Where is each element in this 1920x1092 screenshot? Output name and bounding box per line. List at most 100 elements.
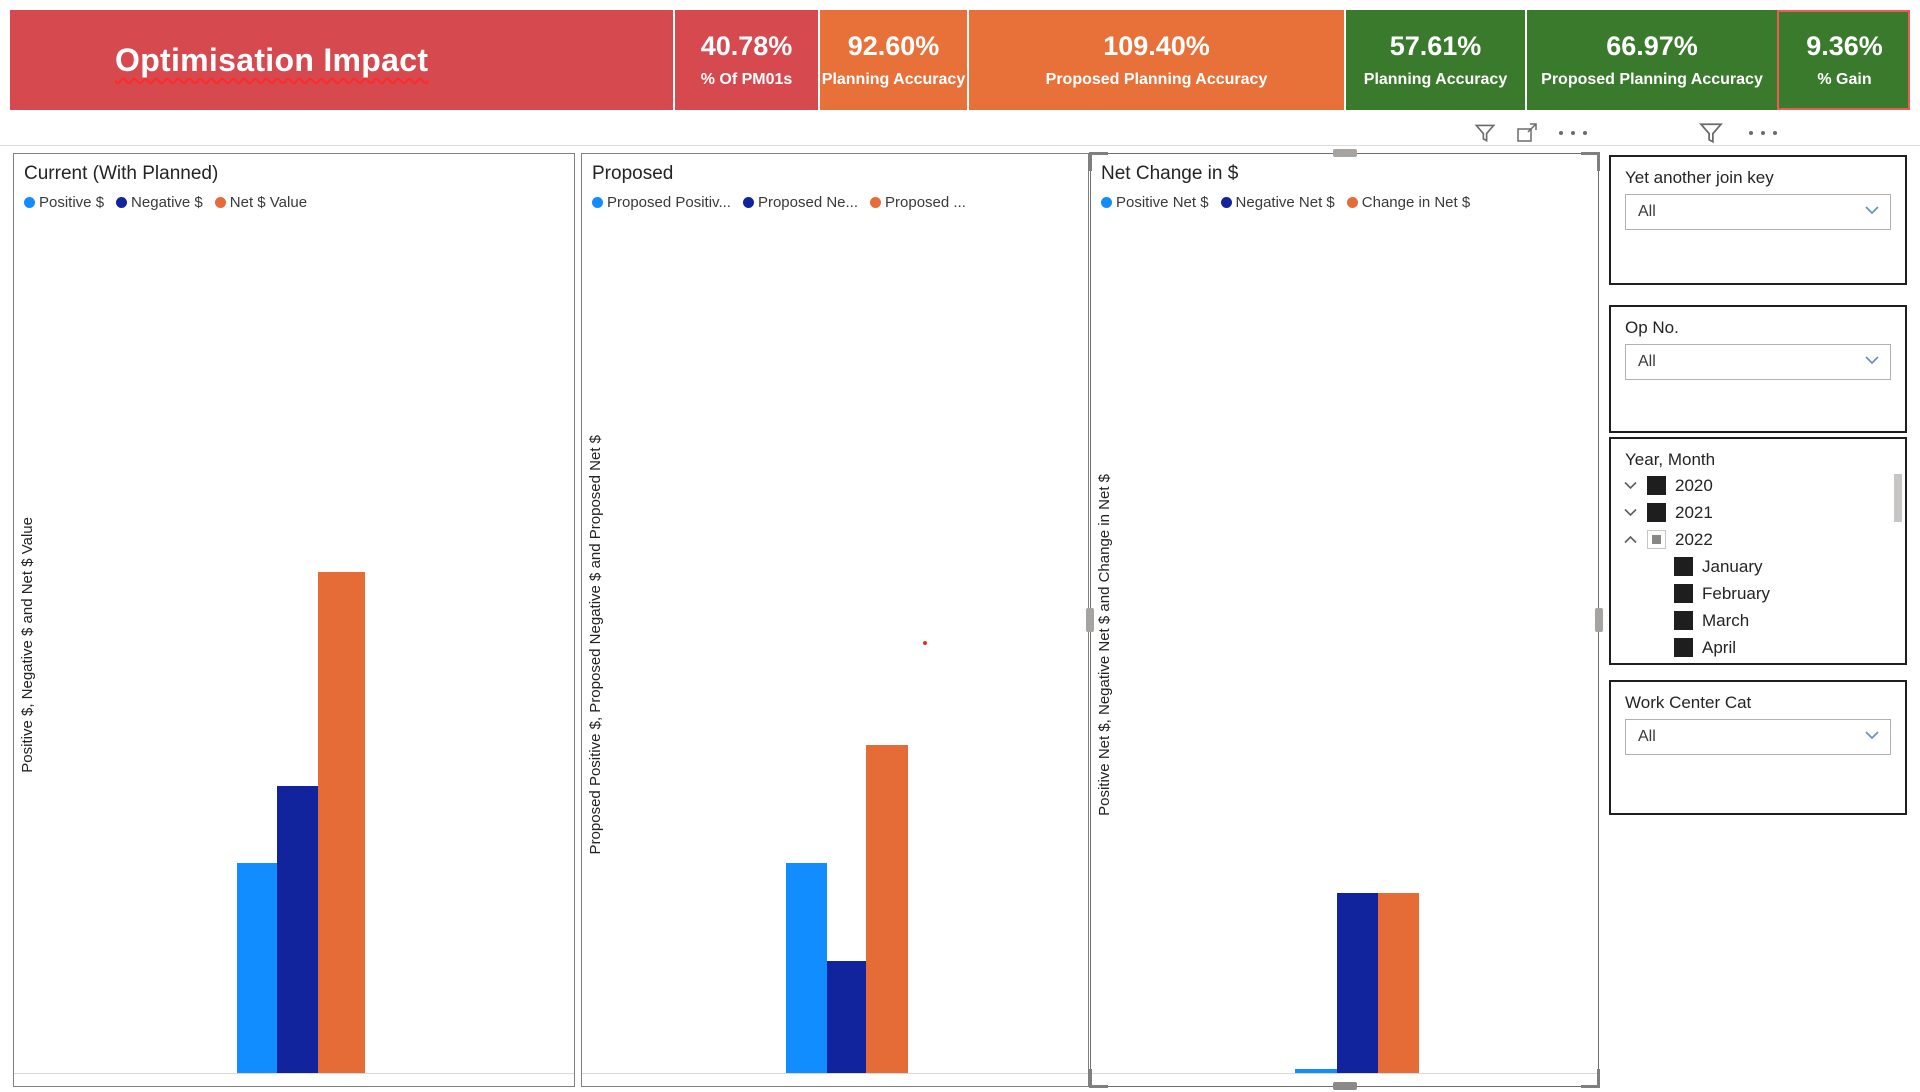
selection-resize-handle[interactable] <box>1086 608 1094 632</box>
kpi-label: Proposed Planning Accuracy <box>1045 71 1268 88</box>
legend-item[interactable]: Change in Net $ <box>1346 194 1471 211</box>
tree-label: February <box>1702 583 1771 603</box>
kpi-label: Planning Accuracy <box>821 71 966 88</box>
year-row-2021[interactable]: 2021 <box>1611 499 1905 526</box>
kpi-card-proposed-planning-accuracy[interactable]: 109.40% Proposed Planning Accuracy <box>967 10 1344 110</box>
kpi-card-pct-gain[interactable]: 9.36% % Gain <box>1777 10 1910 110</box>
slicer-work-center-cat[interactable]: Work Center Cat All <box>1609 680 1907 815</box>
legend-label: Proposed Positiv... <box>607 194 731 211</box>
month-row-january[interactable]: January <box>1611 553 1905 580</box>
legend-dot-icon <box>742 197 754 208</box>
kpi-card-planning-accuracy[interactable]: 92.60% Planning Accuracy <box>818 10 967 110</box>
slicer-title: Work Center Cat <box>1625 693 1752 712</box>
month-row-april[interactable]: April <box>1611 634 1905 661</box>
bar-proposed-positive[interactable] <box>786 863 828 1073</box>
bar-change-net[interactable] <box>1377 893 1419 1073</box>
kpi-value: 66.97% <box>1606 31 1698 61</box>
legend-label: Negative $ <box>131 194 203 211</box>
header-banner: Optimisation Impact 40.78% % Of PM01s 92… <box>10 10 1910 110</box>
more-options-icon[interactable] <box>1746 128 1780 138</box>
legend-label: Proposed Ne... <box>757 194 859 211</box>
report-title-card[interactable]: Optimisation Impact <box>10 10 673 110</box>
chart-title: Net Change in $ <box>1101 163 1239 184</box>
join-key-dropdown[interactable]: All <box>1625 194 1891 230</box>
selection-corner-handle[interactable] <box>1089 152 1108 171</box>
filter-icon[interactable] <box>1696 118 1726 148</box>
checkbox[interactable] <box>1647 476 1666 495</box>
checkbox[interactable] <box>1674 611 1693 630</box>
stray-data-dot <box>922 641 927 646</box>
kpi-card-proposed-planning-accuracy-green[interactable]: 66.97% Proposed Planning Accuracy <box>1525 10 1777 110</box>
dropdown-value: All <box>1638 728 1656 745</box>
focus-mode-icon[interactable] <box>1514 121 1540 145</box>
bar-negative[interactable] <box>276 785 318 1073</box>
chevron-down-icon[interactable] <box>1623 507 1638 519</box>
more-options-icon[interactable] <box>1556 128 1590 138</box>
year-row-2020[interactable]: 2020 <box>1611 472 1905 499</box>
bar-net[interactable] <box>317 571 365 1073</box>
kpi-value: 9.36% <box>1806 31 1883 61</box>
legend-item[interactable]: Proposed Positiv... <box>592 194 731 211</box>
legend-item[interactable]: Positive $ <box>24 194 104 211</box>
plot-area <box>14 216 574 1074</box>
legend-item[interactable]: Net $ Value <box>214 194 308 211</box>
legend-item[interactable]: Negative Net $ <box>1220 194 1335 211</box>
legend-dot-icon <box>1101 197 1112 208</box>
kpi-label: Proposed Planning Accuracy <box>1541 71 1763 88</box>
selection-corner-handle[interactable] <box>1089 1069 1108 1088</box>
selection-corner-handle[interactable] <box>1581 1069 1600 1088</box>
kpi-card-pct-of-pm01s[interactable]: 40.78% % Of PM01s <box>673 10 818 110</box>
kpi-value: 57.61% <box>1389 31 1482 61</box>
filter-icon[interactable] <box>1472 120 1498 146</box>
chart-legend: Positive $ Negative $ Net $ Value <box>24 194 307 211</box>
slicer-op-no[interactable]: Op No. All <box>1609 305 1907 433</box>
selection-resize-handle[interactable] <box>1332 1082 1357 1090</box>
kpi-value: 92.60% <box>847 31 940 61</box>
legend-item[interactable]: Positive Net $ <box>1101 194 1209 211</box>
tree-label: 2020 <box>1675 475 1713 495</box>
month-row-february[interactable]: February <box>1611 580 1905 607</box>
checkbox[interactable] <box>1674 584 1693 603</box>
chart-legend: Positive Net $ Negative Net $ Change in … <box>1101 194 1470 211</box>
selection-resize-handle[interactable] <box>1595 608 1603 632</box>
chevron-down-icon <box>1864 353 1880 371</box>
chevron-up-icon[interactable] <box>1623 534 1638 546</box>
op-no-dropdown[interactable]: All <box>1625 344 1891 380</box>
legend-item[interactable]: Negative $ <box>116 194 203 211</box>
kpi-value: 40.78% <box>700 31 793 61</box>
slicer-yet-another-join-key[interactable]: Yet another join key All <box>1609 155 1907 285</box>
legend-item[interactable]: Proposed Ne... <box>742 194 859 211</box>
chart-current-with-planned[interactable]: Current (With Planned) Positive $ Negati… <box>13 153 575 1087</box>
checkbox[interactable] <box>1674 638 1693 657</box>
chart-title: Proposed <box>592 163 674 184</box>
checkbox[interactable] <box>1674 557 1693 576</box>
kpi-card-planning-accuracy-green[interactable]: 57.61% Planning Accuracy <box>1344 10 1525 110</box>
year-row-2022[interactable]: 2022 <box>1611 526 1905 553</box>
slicer-year-month[interactable]: Year, Month 2020 2021 2022 January <box>1609 437 1907 665</box>
slicer-title: Year, Month <box>1625 450 1716 469</box>
legend-label: Net $ Value <box>229 194 308 211</box>
tree-label: April <box>1702 637 1737 657</box>
legend-dot-icon <box>592 197 603 208</box>
chevron-down-icon[interactable] <box>1623 480 1638 492</box>
month-row-march[interactable]: March <box>1611 607 1905 634</box>
bar-positive-net[interactable] <box>1295 1068 1338 1073</box>
chart-proposed[interactable]: Proposed Proposed Positiv... Proposed Ne… <box>581 153 1089 1087</box>
bar-proposed-net[interactable] <box>865 744 908 1073</box>
chart-net-change[interactable]: Net Change in $ Positive Net $ Negative … <box>1086 149 1603 1090</box>
legend-item[interactable]: Proposed ... <box>870 194 966 211</box>
bar-positive[interactable] <box>236 863 277 1073</box>
checkbox[interactable] <box>1647 530 1666 549</box>
chart-legend: Proposed Positiv... Proposed Ne... Propo… <box>592 194 966 211</box>
legend-dot-icon <box>1346 197 1358 208</box>
kpi-label: Planning Accuracy <box>1363 71 1508 88</box>
bar-negative-net[interactable] <box>1336 893 1378 1073</box>
checkbox[interactable] <box>1647 503 1666 522</box>
selection-resize-handle[interactable] <box>1332 149 1357 157</box>
scrollbar-thumb[interactable] <box>1894 474 1902 522</box>
bar-proposed-negative[interactable] <box>826 960 867 1073</box>
work-center-cat-dropdown[interactable]: All <box>1625 719 1891 755</box>
legend-label: Change in Net $ <box>1361 194 1471 211</box>
legend-label: Positive $ <box>39 194 105 211</box>
selection-corner-handle[interactable] <box>1581 152 1600 171</box>
